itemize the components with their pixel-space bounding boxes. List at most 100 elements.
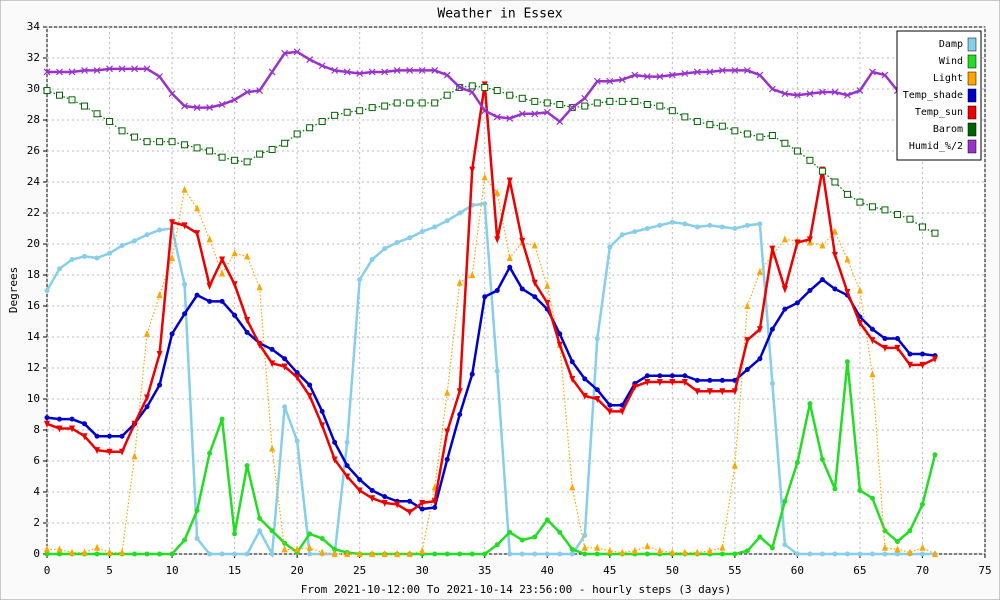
- data-point: [256, 150, 264, 158]
- data-point: [706, 388, 713, 396]
- data-point: [343, 68, 351, 76]
- data-point: [219, 551, 225, 557]
- data-point: [319, 408, 325, 414]
- data-point: [43, 68, 51, 76]
- data-point: [831, 227, 838, 235]
- data-point: [694, 377, 700, 383]
- data-point: [306, 56, 314, 63]
- data-point: [281, 545, 288, 553]
- data-point: [244, 252, 251, 260]
- data-point: [293, 48, 301, 56]
- data-point: [131, 133, 139, 141]
- data-point: [493, 87, 501, 95]
- data-point: [356, 107, 364, 115]
- data-point: [132, 238, 138, 244]
- data-point: [919, 361, 926, 369]
- data-point: [432, 224, 438, 230]
- data-point: [582, 551, 588, 557]
- data-point: [844, 289, 851, 297]
- data-point: [419, 546, 426, 554]
- data-point: [644, 378, 651, 386]
- legend-swatch: [967, 88, 977, 103]
- data-point: [431, 66, 439, 74]
- data-point: [456, 388, 463, 396]
- data-point: [531, 110, 539, 118]
- data-point: [781, 90, 789, 98]
- data-point: [406, 99, 414, 107]
- data-point: [756, 326, 763, 334]
- data-point: [332, 546, 338, 552]
- data-point: [531, 279, 538, 287]
- series-line: [47, 175, 936, 555]
- data-point: [181, 222, 188, 230]
- data-point: [581, 102, 589, 110]
- data-point: [831, 88, 839, 96]
- data-point: [444, 218, 450, 224]
- x-axis-label: From 2021-10-12:00 To 2021-10-14 23:56:0…: [301, 583, 731, 596]
- data-point: [357, 477, 363, 483]
- data-point: [669, 219, 675, 225]
- data-point: [569, 375, 576, 383]
- data-point: [531, 241, 538, 249]
- data-point: [781, 139, 789, 147]
- y-tick-label: 32: [27, 51, 40, 64]
- data-point: [631, 546, 638, 554]
- data-point: [906, 361, 913, 369]
- data-point: [307, 531, 313, 537]
- data-point: [294, 370, 300, 376]
- data-point: [318, 62, 326, 70]
- data-point: [532, 534, 538, 540]
- data-point: [307, 551, 313, 557]
- data-point: [169, 551, 175, 557]
- data-point: [56, 68, 63, 76]
- legend-swatch: [967, 105, 977, 120]
- data-point: [507, 264, 513, 270]
- y-tick-label: 0: [33, 547, 40, 560]
- data-point: [206, 104, 214, 112]
- data-point: [693, 68, 701, 76]
- data-point: [593, 99, 601, 107]
- legend-label: Temp_shade: [903, 90, 963, 101]
- data-point: [457, 551, 463, 557]
- data-point: [381, 499, 388, 507]
- data-point: [57, 266, 63, 272]
- data-point: [594, 336, 600, 342]
- data-point: [119, 433, 125, 439]
- data-point: [544, 281, 551, 289]
- data-point: [869, 337, 876, 345]
- data-point: [181, 102, 188, 110]
- data-point: [744, 548, 750, 554]
- data-point: [494, 542, 500, 548]
- data-point: [169, 253, 176, 261]
- data-point: [893, 211, 901, 219]
- data-point: [407, 498, 413, 504]
- data-point: [168, 138, 176, 146]
- x-tick-label: 10: [165, 564, 178, 577]
- data-point: [731, 66, 739, 74]
- y-tick-label: 12: [27, 361, 40, 374]
- data-point: [719, 551, 725, 557]
- data-point: [931, 550, 938, 557]
- x-tick-label: 45: [603, 564, 616, 577]
- data-point: [881, 71, 889, 79]
- data-point: [294, 545, 301, 553]
- data-point: [282, 356, 288, 362]
- legend-label: Light: [933, 73, 963, 84]
- data-point: [156, 73, 163, 81]
- data-point: [82, 421, 88, 427]
- data-point: [119, 243, 125, 249]
- data-point: [131, 65, 138, 73]
- data-point: [856, 87, 864, 94]
- y-tick-label: 26: [27, 144, 40, 157]
- data-point: [443, 91, 451, 99]
- data-point: [882, 336, 888, 342]
- data-point: [906, 548, 913, 556]
- data-point: [918, 223, 926, 231]
- data-point: [831, 251, 838, 259]
- data-point: [694, 224, 700, 230]
- data-point: [444, 456, 450, 462]
- data-point: [194, 230, 201, 238]
- data-point: [707, 377, 713, 383]
- data-point: [881, 206, 889, 214]
